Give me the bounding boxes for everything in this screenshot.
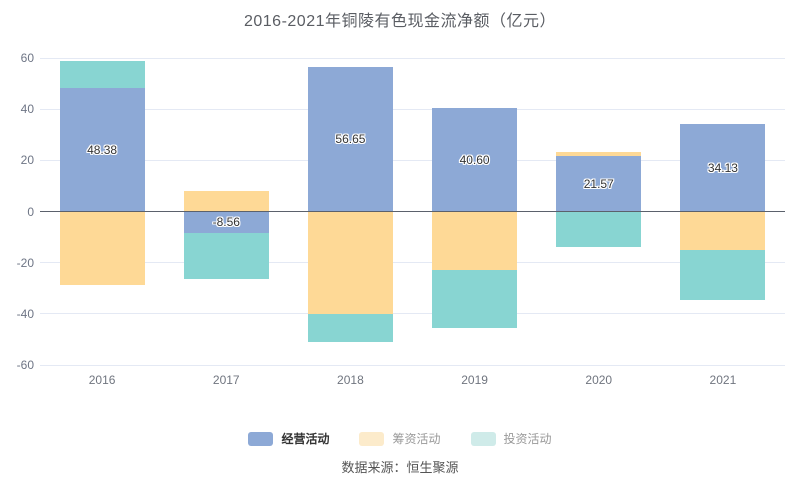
y-axis-label: 40	[20, 102, 34, 117]
gridline	[40, 313, 785, 315]
bar-segment-operating[interactable]	[183, 211, 269, 234]
legend-item-label: 筹资活动	[392, 432, 441, 446]
zero-axis-line	[40, 211, 785, 212]
y-axis-label: -60	[16, 358, 34, 372]
bar-segment-investing[interactable]	[307, 314, 393, 342]
y-axis-label: 20	[20, 153, 34, 168]
bar-segment-operating[interactable]	[432, 107, 518, 212]
bar-value-label: 21.57	[583, 176, 614, 191]
legend-swatch-icon	[248, 431, 274, 446]
bar-segment-financing[interactable]	[432, 211, 518, 270]
bar-segment-operating[interactable]	[680, 124, 766, 212]
legend-item-label: 经营活动	[281, 432, 330, 446]
data-source-caption: 数据来源：恒生聚源	[341, 460, 459, 475]
bar-value-label: -8.56	[212, 215, 240, 230]
legend-swatch-icon	[470, 431, 496, 446]
bar-value-label: 40.60	[459, 152, 490, 167]
x-axis-label: 2016	[88, 373, 116, 387]
bar-segment-financing[interactable]	[556, 152, 642, 157]
x-axis-label: 2019	[461, 373, 488, 387]
bar-segment-operating[interactable]	[307, 66, 393, 212]
y-axis-label: -40	[16, 306, 34, 321]
legend-swatch-icon	[359, 431, 385, 446]
bar-segment-financing[interactable]	[680, 211, 766, 251]
gridline	[40, 108, 785, 110]
bar-segment-financing[interactable]	[307, 211, 393, 315]
legend-item-label: 投资活动	[503, 432, 552, 446]
bar-segment-investing[interactable]	[432, 269, 518, 329]
bar-segment-investing[interactable]	[59, 61, 145, 88]
bar-segment-operating[interactable]	[556, 156, 642, 212]
legend-item-投资活动[interactable]: 投资活动	[470, 430, 552, 447]
chart-title: 2016-2021年铜陵有色现金流净额（亿元）	[243, 13, 557, 30]
bar-value-label: 34.13	[707, 160, 738, 175]
gridline	[40, 57, 785, 59]
gridline	[40, 262, 785, 264]
bar-segment-investing[interactable]	[680, 250, 766, 300]
legend-item-经营活动[interactable]: 经营活动	[248, 430, 329, 447]
bar-value-label: 56.65	[335, 132, 366, 147]
y-axis-label: -20	[16, 255, 34, 270]
legend-item-筹资活动[interactable]: 筹资活动	[359, 430, 441, 447]
bar-segment-financing[interactable]	[59, 211, 145, 285]
x-axis-label: 2020	[585, 373, 613, 387]
x-axis-label: 2018	[337, 373, 364, 387]
plot-area: -60 -40 -20 0 20 40 60 48.38 2016 -8.56 2017 56.65 2…	[17, 51, 785, 387]
x-axis-label: 2021	[709, 373, 737, 387]
bar-segment-investing[interactable]	[556, 211, 642, 248]
y-axis-label: 0	[27, 204, 34, 219]
gridline	[40, 159, 785, 161]
bar-segment-operating[interactable]	[59, 87, 145, 212]
bar-value-label: 48.38	[87, 142, 118, 157]
x-axis-label: 2017	[212, 373, 240, 387]
bar-segment-financing[interactable]	[183, 190, 269, 212]
chart-legend: 经营活动 筹资活动 投资活动	[0, 430, 800, 447]
gridline	[40, 364, 785, 366]
bar-segment-investing[interactable]	[183, 233, 269, 279]
y-axis-label: 60	[20, 51, 34, 65]
